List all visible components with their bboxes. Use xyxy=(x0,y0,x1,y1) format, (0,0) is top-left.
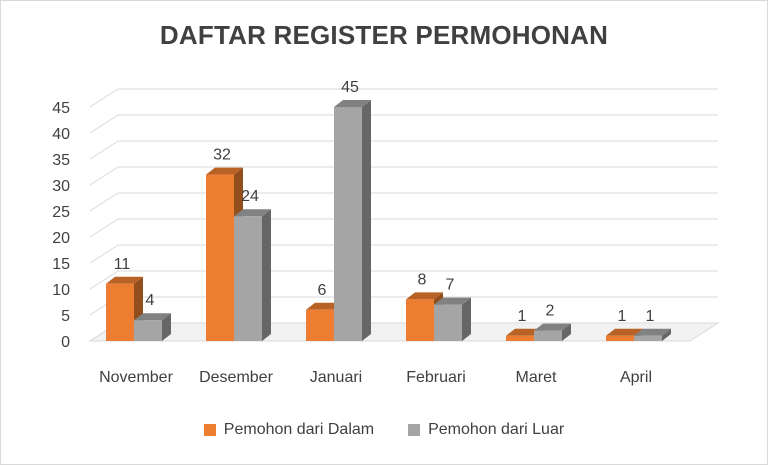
bar xyxy=(634,335,662,341)
bar xyxy=(206,174,234,341)
bar xyxy=(606,335,634,341)
bar-top xyxy=(234,209,271,217)
y-tick-label: 35 xyxy=(52,152,70,169)
bar-side xyxy=(462,297,471,341)
bar-top xyxy=(406,292,443,300)
bar-top xyxy=(206,167,243,175)
x-tick-label: Februari xyxy=(406,369,466,386)
gridline-depth xyxy=(89,244,119,264)
data-label: 1 xyxy=(646,308,655,325)
bar xyxy=(106,283,134,341)
y-tick-label: 5 xyxy=(61,308,70,325)
legend: Pemohon dari Dalam Pemohon dari Luar xyxy=(0,421,768,439)
bar-top xyxy=(634,328,671,336)
chart-title: DAFTAR REGISTER PERMOHONAN xyxy=(159,20,609,50)
bar xyxy=(534,330,562,341)
legend-item-dalam: Pemohon dari Dalam xyxy=(203,421,375,439)
gridline-depth xyxy=(89,166,119,186)
bar xyxy=(406,299,434,341)
data-label: 1 xyxy=(518,308,527,325)
bar xyxy=(334,107,362,341)
bar xyxy=(434,304,462,341)
legend-swatch-luar xyxy=(408,424,421,436)
data-label: 2 xyxy=(546,303,555,320)
bar-side xyxy=(562,323,571,341)
bar xyxy=(506,335,534,341)
bar-top xyxy=(106,276,143,284)
x-tick-label: Januari xyxy=(310,369,362,386)
bar xyxy=(306,309,334,341)
bar-side xyxy=(362,100,371,341)
gridline-depth xyxy=(89,140,119,160)
data-label: 6 xyxy=(318,282,327,299)
data-label: 45 xyxy=(341,79,359,96)
gridline-depth xyxy=(89,114,119,134)
bar-top xyxy=(606,328,643,336)
bar-top xyxy=(306,302,343,310)
x-tick-label: Maret xyxy=(516,369,557,386)
bar-top xyxy=(534,323,571,331)
legend-item-luar: Pemohon dari Luar xyxy=(408,421,564,439)
data-label: 1 xyxy=(618,308,627,325)
data-label: 11 xyxy=(114,256,131,273)
y-tick-label: 25 xyxy=(52,204,70,221)
data-label: 8 xyxy=(418,271,427,288)
bar-top xyxy=(506,328,543,336)
legend-label-luar: Pemohon dari Luar xyxy=(428,421,565,438)
bar-top xyxy=(434,297,471,305)
data-label: 24 xyxy=(241,188,259,205)
gridline-depth xyxy=(89,88,119,108)
x-tick-label: Desember xyxy=(199,369,273,386)
bar-side xyxy=(162,313,171,341)
bar-side xyxy=(662,328,671,341)
y-tick-label: 10 xyxy=(52,282,70,299)
bar xyxy=(234,216,262,341)
gridline-depth xyxy=(89,270,119,290)
data-label: 32 xyxy=(213,147,231,164)
y-tick-label: 45 xyxy=(52,100,70,117)
x-tick-label: November xyxy=(99,369,173,386)
data-label: 4 xyxy=(146,292,155,309)
y-tick-label: 40 xyxy=(52,126,70,143)
gridline-depth xyxy=(89,192,119,212)
data-label: 7 xyxy=(446,277,455,294)
bar-top xyxy=(334,100,371,107)
y-tick-label: 15 xyxy=(52,256,70,273)
legend-label-dalam: Pemohon dari Dalam xyxy=(223,421,375,438)
y-tick-label: 30 xyxy=(52,178,70,195)
bar-top xyxy=(134,313,171,321)
x-tick-label: April xyxy=(620,369,652,386)
y-tick-label: 20 xyxy=(52,230,70,247)
legend-swatch-dalam xyxy=(203,424,216,436)
y-tick-label: 0 xyxy=(61,334,70,351)
bar-side xyxy=(262,209,271,341)
gridline-depth xyxy=(89,218,119,238)
bar xyxy=(134,320,162,341)
